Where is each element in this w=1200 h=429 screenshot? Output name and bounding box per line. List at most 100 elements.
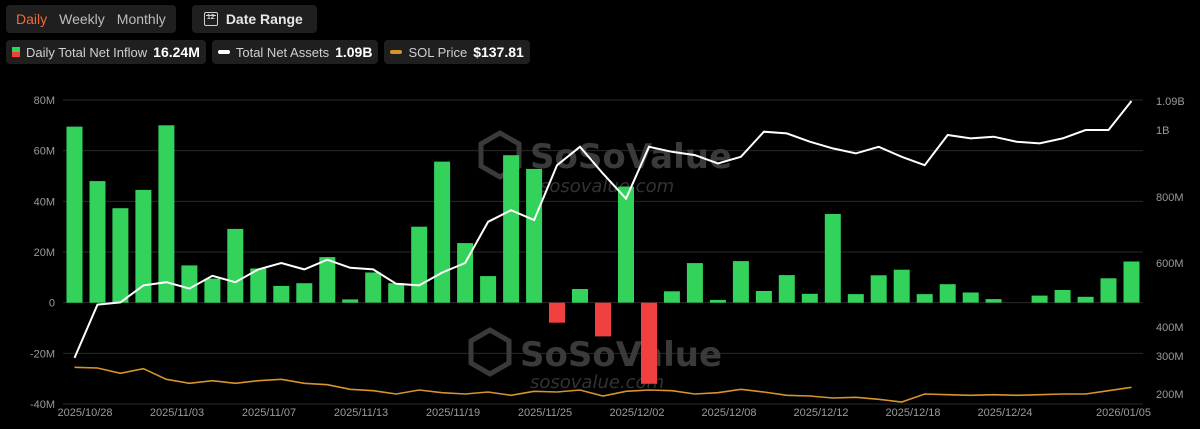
series-lines xyxy=(73,100,1133,403)
y-tick-label-left: 60M xyxy=(34,146,55,158)
inflow-bar xyxy=(273,285,290,303)
y-tick-label-right: 400M xyxy=(1156,322,1184,334)
calendar-icon: 12 xyxy=(203,12,218,26)
x-tick-label: 2025/12/08 xyxy=(701,407,756,419)
x-tick-label: 2026/01/05 xyxy=(1096,407,1151,419)
inflow-bar xyxy=(135,189,152,303)
date-range-button[interactable]: 12 Date Range xyxy=(191,5,317,33)
inflow-bar xyxy=(549,302,565,323)
inflow-bar xyxy=(595,302,611,337)
inflow-bar xyxy=(342,299,359,303)
legend-item-inflow[interactable]: Daily Total Net Inflow 16.24M xyxy=(6,40,206,64)
inflow-bar xyxy=(939,284,956,303)
inflow-bar xyxy=(411,226,428,303)
toolbar: Daily Weekly Monthly 12 Date Range xyxy=(6,5,317,33)
y-tick-label-right: 300M xyxy=(1156,351,1184,363)
legend-item-sol[interactable]: SOL Price $137.81 xyxy=(384,40,530,64)
inflow-bar xyxy=(778,275,795,303)
y-tick-label-left: 40M xyxy=(34,196,55,208)
inflow-bar xyxy=(641,302,657,384)
inflow-bar xyxy=(824,214,841,303)
inflow-bar xyxy=(755,291,772,303)
inflow-bar xyxy=(1031,295,1048,303)
legend-item-assets[interactable]: Total Net Assets 1.09B xyxy=(211,40,379,64)
period-selector: Daily Weekly Monthly xyxy=(6,5,176,33)
y-tick-label-right: 200M xyxy=(1156,389,1184,401)
period-daily-button[interactable]: Daily xyxy=(16,11,48,27)
inflow-bar xyxy=(158,125,175,303)
inflow-bar xyxy=(319,257,336,303)
x-tick-label: 2025/11/19 xyxy=(426,407,480,419)
inflow-bar xyxy=(365,272,382,303)
y-tick-label-right: 1.09B xyxy=(1156,96,1185,108)
x-tick-label: 2025/11/03 xyxy=(150,407,204,419)
chart-legend: Daily Total Net Inflow 16.24M Total Net … xyxy=(6,40,530,64)
legend-assets-value: 1.09B xyxy=(335,44,373,60)
y-tick-label-right: 1B xyxy=(1156,125,1169,137)
y-tick-label-right: 800M xyxy=(1156,192,1184,204)
x-tick-label: 2025/11/13 xyxy=(334,407,388,419)
inflow-bar xyxy=(618,186,634,303)
watermark-url: sosovalue.com xyxy=(530,372,664,393)
inflow-bar xyxy=(916,294,933,303)
x-tick-label: 2025/11/25 xyxy=(518,407,572,419)
net-inflow-chart: SoSoValue sosovalue.com SoSoValue sosova… xyxy=(30,95,1185,419)
y-tick-label-left: -20M xyxy=(30,348,55,360)
watermark-logo-icon xyxy=(478,130,522,180)
line-swatch-icon xyxy=(217,50,230,54)
inflow-bar xyxy=(204,278,221,303)
inflow-bar xyxy=(962,292,979,303)
watermark-brand: SoSoValue xyxy=(520,335,722,375)
inflow-bar xyxy=(296,283,313,303)
x-tick-label: 2025/12/12 xyxy=(793,407,848,419)
y-tick-label-left: 0 xyxy=(49,298,55,310)
legend-inflow-name: Daily Total Net Inflow xyxy=(26,44,148,60)
inflow-bar xyxy=(572,289,588,303)
legend-inflow-value: 16.24M xyxy=(153,44,200,60)
inflow-bar xyxy=(985,299,1002,303)
inflow-bar xyxy=(227,228,244,303)
sol-price-line xyxy=(74,366,1132,403)
inflow-bar xyxy=(893,269,910,303)
x-tick-label: 2025/12/02 xyxy=(609,407,664,419)
inflow-bar xyxy=(1077,296,1094,303)
period-weekly-button[interactable]: Weekly xyxy=(59,11,105,27)
x-tick-label: 2025/11/07 xyxy=(242,407,296,419)
watermark: SoSoValue sosovalue.com SoSoValue sosova… xyxy=(468,130,732,393)
x-tick-label: 2025/10/28 xyxy=(57,407,112,419)
inflow-bar xyxy=(181,265,198,303)
y-tick-label-left: -40M xyxy=(30,399,55,411)
inflow-bar xyxy=(686,263,703,303)
inflow-bar xyxy=(732,261,749,303)
legend-sol-value: $137.81 xyxy=(473,44,524,60)
inflow-bar xyxy=(663,291,680,303)
axis-labels: 80M 60M 40M 20M 0 -20M -40M 1.09B 1B 800M 600M 400M… xyxy=(30,95,1185,419)
watermark-logo-icon xyxy=(468,327,512,377)
inflow-bar xyxy=(480,276,497,303)
inflow-bars xyxy=(66,125,1140,384)
x-tick-label: 2025/12/18 xyxy=(885,407,940,419)
line-swatch-icon xyxy=(390,50,403,54)
inflow-bar xyxy=(89,181,106,303)
period-monthly-button[interactable]: Monthly xyxy=(116,11,166,27)
watermark-url: sosovalue.com xyxy=(540,176,674,197)
inflow-bar xyxy=(112,208,129,303)
inflow-bar xyxy=(801,293,818,303)
inflow-bar xyxy=(526,168,543,303)
inflow-bar xyxy=(870,275,887,303)
total-net-assets-line xyxy=(73,100,1133,359)
inflow-bar xyxy=(1123,261,1140,303)
inflow-bar xyxy=(388,283,405,303)
y-tick-label-left: 80M xyxy=(34,95,55,107)
inflow-bar xyxy=(66,126,83,303)
bar-swatch-icon xyxy=(12,47,20,57)
inflow-bar xyxy=(709,299,726,303)
inflow-bar xyxy=(434,161,451,303)
date-range-label: Date Range xyxy=(225,11,303,27)
inflow-bar xyxy=(250,268,267,303)
inflow-bar xyxy=(1054,290,1071,303)
x-tick-label: 2025/12/24 xyxy=(977,407,1032,419)
y-tick-label-left: 20M xyxy=(34,247,55,259)
inflow-bar xyxy=(847,294,864,303)
inflow-bar xyxy=(457,243,474,303)
